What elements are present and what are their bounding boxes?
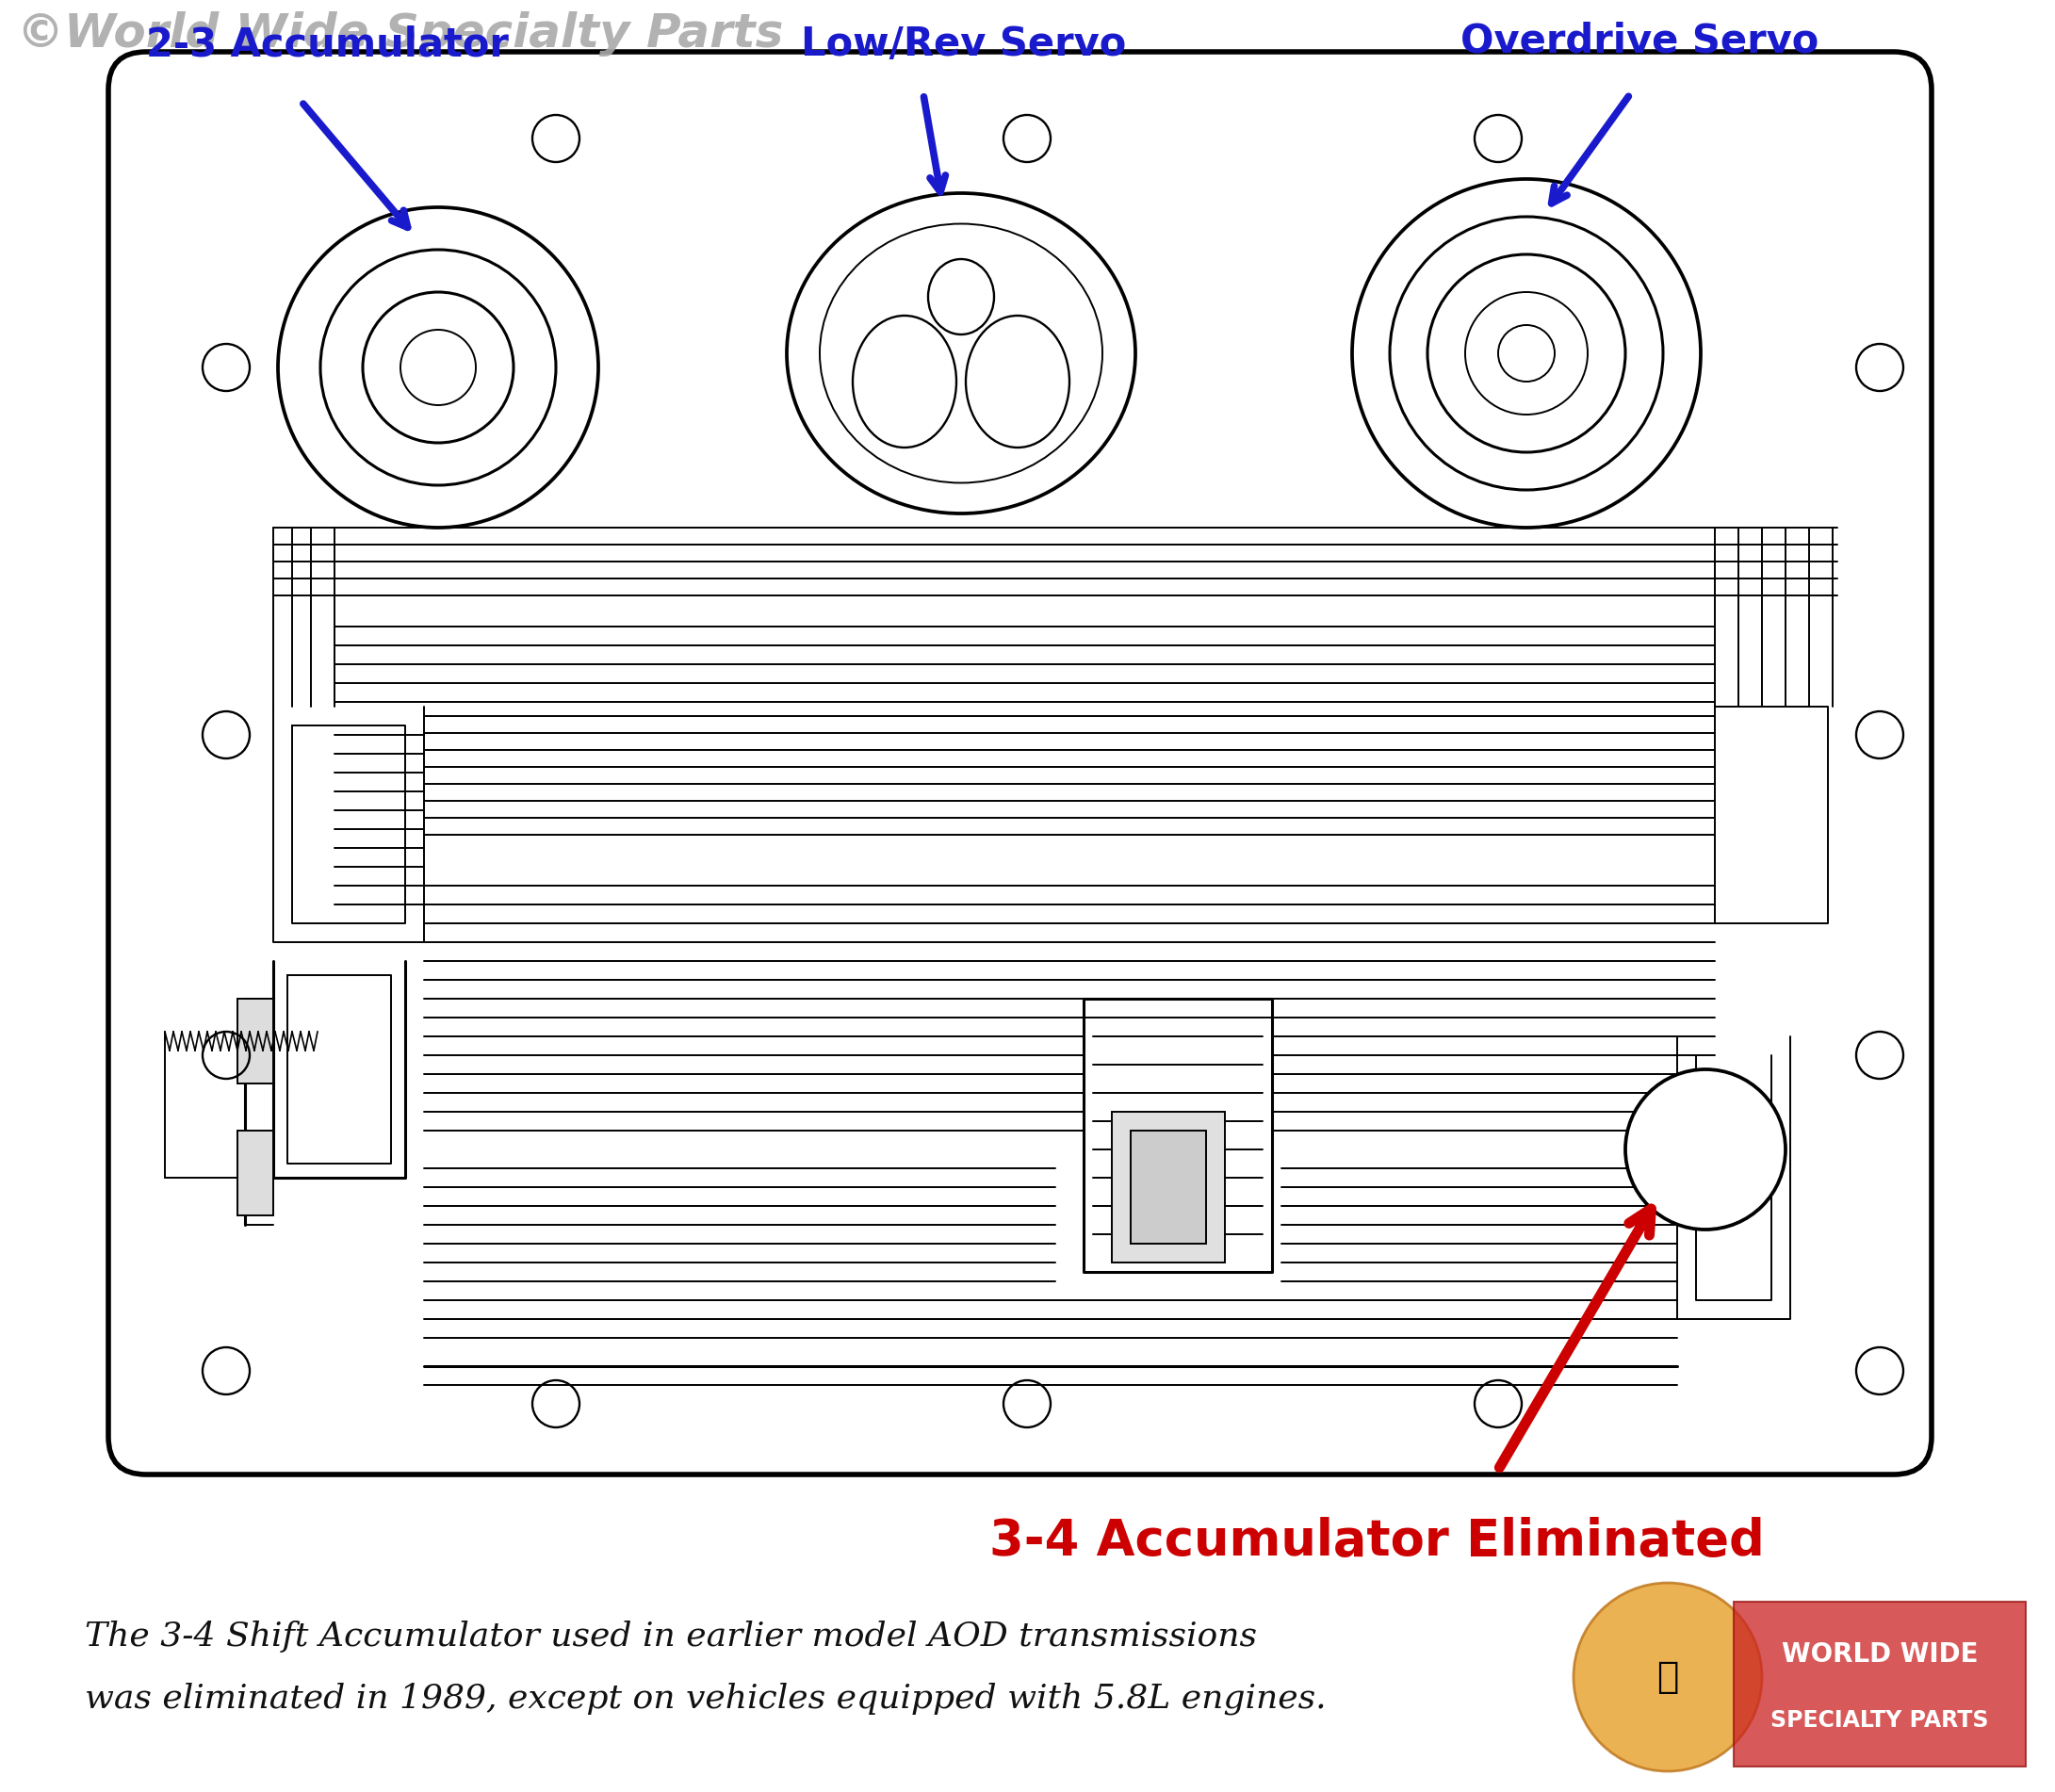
Text: ©World Wide Specialty Parts: ©World Wide Specialty Parts (16, 11, 783, 57)
Text: was eliminated in 1989, except on vehicles equipped with 5.8L engines.: was eliminated in 1989, except on vehicl… (84, 1681, 1325, 1715)
Text: Overdrive Servo: Overdrive Servo (1461, 22, 1819, 61)
Text: WORLD WIDE: WORLD WIDE (1782, 1641, 1979, 1668)
Bar (238, 998, 273, 1084)
Bar (238, 1131, 273, 1215)
Circle shape (1626, 1070, 1786, 1229)
Text: Low/Rev Servo: Low/Rev Servo (801, 25, 1126, 65)
Bar (1734, 1602, 2026, 1767)
Bar (1130, 1131, 1206, 1244)
Text: 🚗: 🚗 (1656, 1659, 1679, 1695)
Text: SPECIALTY PARTS: SPECIALTY PARTS (1771, 1710, 1989, 1731)
Circle shape (1574, 1582, 1761, 1770)
FancyBboxPatch shape (109, 52, 1932, 1475)
Bar (1112, 1111, 1225, 1263)
Text: The 3-4 Shift Accumulator used in earlier model AOD transmissions: The 3-4 Shift Accumulator used in earlie… (84, 1620, 1258, 1652)
Text: 3-4 Accumulator Eliminated: 3-4 Accumulator Eliminated (988, 1516, 1765, 1566)
Text: 2-3 Accumulator: 2-3 Accumulator (146, 25, 510, 65)
